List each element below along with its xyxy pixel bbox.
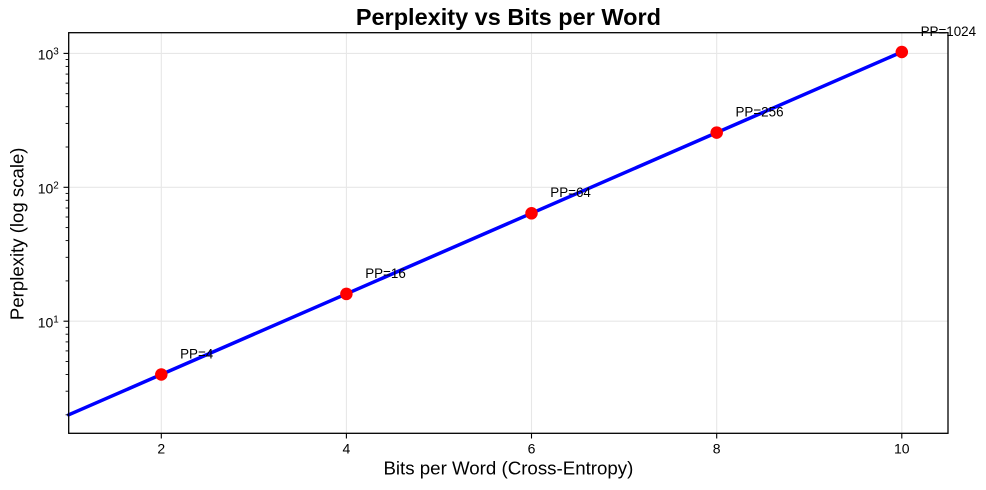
svg-text:PP=256: PP=256 — [736, 105, 784, 120]
svg-text:8: 8 — [713, 440, 721, 456]
svg-text:PP=4: PP=4 — [180, 346, 214, 361]
svg-text:Perplexity vs Bits per Word: Perplexity vs Bits per Word — [356, 4, 661, 30]
svg-text:PP=64: PP=64 — [550, 185, 591, 200]
svg-text:2: 2 — [157, 440, 165, 456]
svg-text:PP=1024: PP=1024 — [921, 24, 977, 39]
svg-text:6: 6 — [528, 440, 536, 456]
svg-text:4: 4 — [343, 440, 351, 456]
svg-text:PP=16: PP=16 — [365, 266, 406, 281]
svg-text:Perplexity (log scale): Perplexity (log scale) — [7, 148, 28, 321]
svg-text:Bits per Word (Cross-Entropy): Bits per Word (Cross-Entropy) — [383, 458, 633, 479]
svg-text:10: 10 — [894, 440, 910, 456]
